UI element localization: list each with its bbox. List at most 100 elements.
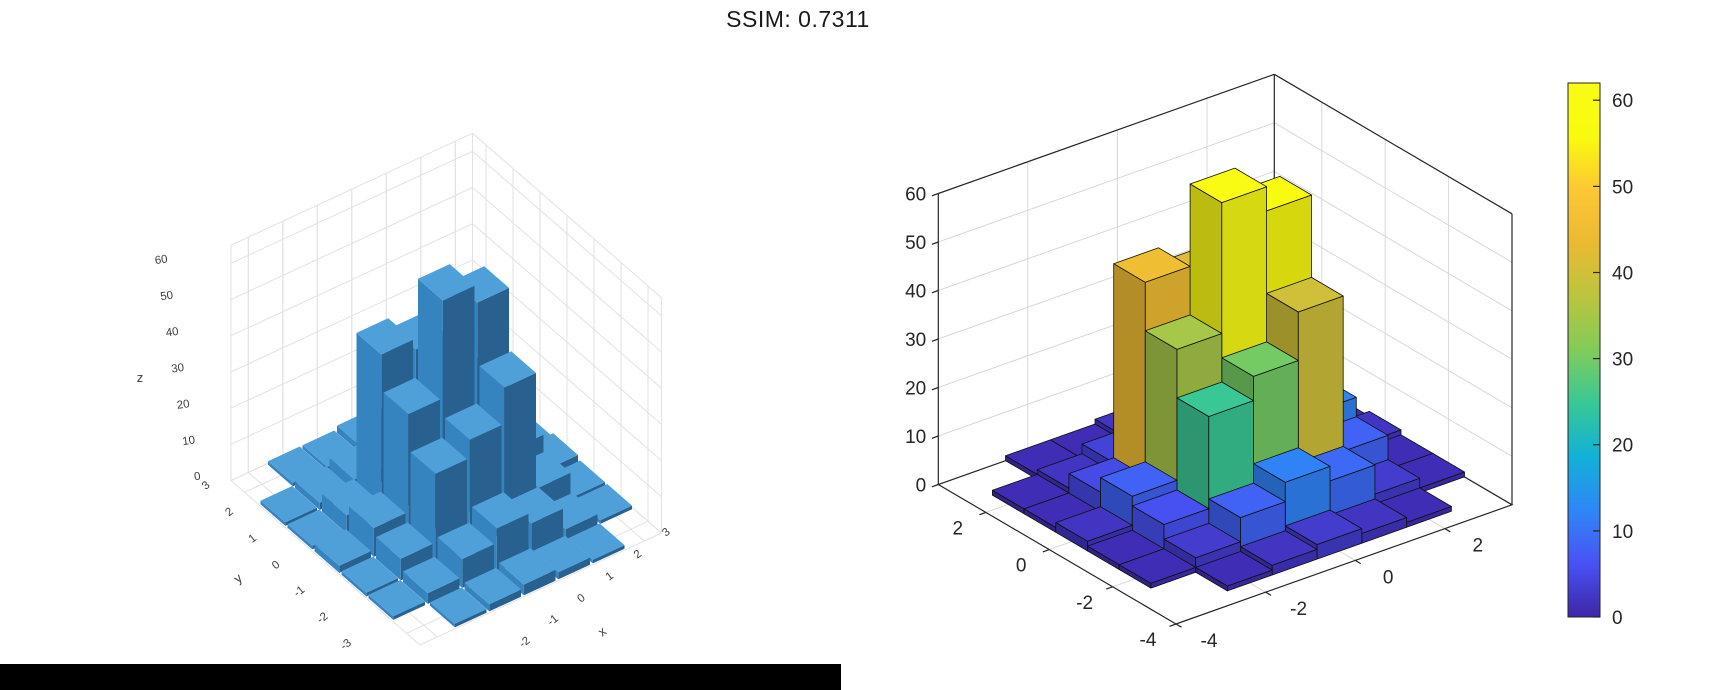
tick-label: 60: [1612, 91, 1633, 112]
bar-face: [268, 461, 293, 487]
bar-face: [506, 487, 563, 524]
bar-face: [1144, 314, 1223, 350]
tick-label: 2: [953, 518, 964, 539]
tick-label: 0: [1612, 608, 1623, 629]
bar-face: [403, 556, 460, 594]
bar-face: [349, 491, 406, 528]
left-bars: [260, 264, 632, 628]
bar-face: [565, 514, 598, 540]
tick-label: 20: [1612, 436, 1633, 457]
bar-face: [445, 403, 502, 440]
tick-label: 50: [1612, 177, 1633, 198]
bar-face: [1113, 247, 1191, 283]
bar-face: [427, 578, 460, 604]
bar-face: [464, 567, 521, 605]
bar-face: [1284, 509, 1363, 545]
bar-face: [1189, 167, 1267, 204]
bar-face: [268, 446, 325, 483]
bar-face: [1266, 276, 1344, 313]
bar-face: [376, 522, 433, 559]
bar-face: [452, 266, 509, 303]
colorbar-gradient: [1567, 82, 1601, 618]
bar-face: [260, 500, 286, 526]
bar-face: [573, 482, 605, 501]
tick-label: 30: [1612, 350, 1633, 371]
bar-face: [523, 569, 556, 596]
bar-face: [285, 507, 317, 526]
tick-label: 40: [1612, 263, 1633, 284]
bar-face: [454, 609, 487, 628]
bar-face: [418, 264, 475, 301]
bar-face: [479, 351, 536, 388]
figure-title: SSIM: 0.7311: [726, 6, 870, 32]
bar-face: [437, 537, 463, 588]
tick-label: 30: [171, 362, 185, 376]
bar-face: [322, 493, 347, 534]
tick-label: 60: [154, 253, 168, 267]
bar-face: [499, 548, 556, 585]
bar-face: [393, 601, 425, 620]
tick-label: 10: [182, 434, 196, 448]
tick-label: 0: [1383, 567, 1394, 588]
bar-face: [1240, 530, 1318, 566]
colorbar: 0 10 20 30 40 50 60: [1567, 82, 1633, 629]
bar-face: [356, 332, 382, 518]
bar-face: [568, 523, 625, 560]
bar-face: [376, 537, 401, 581]
tick-label: 0: [916, 476, 927, 497]
bar-face: [533, 535, 590, 573]
bar-face: [1163, 522, 1241, 559]
bar-face: [1253, 447, 1331, 483]
tick-label: 30: [905, 330, 926, 351]
bar-face: [1195, 551, 1273, 587]
bar-face: [383, 377, 440, 415]
tick-label: 10: [1612, 522, 1633, 543]
bar-face: [368, 580, 425, 617]
bar-face: [1131, 489, 1210, 525]
bar-face: [366, 578, 398, 597]
bar-face: [1100, 461, 1178, 497]
tick-label: 50: [905, 233, 926, 254]
tick-label: 2: [1473, 536, 1484, 557]
bar-face: [437, 522, 494, 559]
bar-face: [341, 571, 367, 597]
bar-face: [339, 551, 371, 573]
bar-face: [1221, 341, 1299, 377]
bar-face: [410, 437, 467, 474]
left-z-axis-title: z: [137, 370, 144, 385]
bar-face: [489, 589, 521, 612]
bar-face: [430, 602, 455, 628]
bar-face: [368, 594, 394, 620]
tick-label: 10: [905, 427, 926, 448]
bar-face: [464, 582, 490, 612]
bar-face: [341, 556, 398, 593]
bar-face: [287, 509, 344, 546]
bar-face: [287, 524, 313, 550]
tick-label: 60: [905, 185, 926, 206]
right-axis-labels: 0 10 20 30 40 50 60 -4 -2 0 2 -4 -2 0 2: [905, 185, 1483, 653]
bar-face: [1055, 506, 1133, 542]
bar-face: [558, 557, 590, 580]
bar-face: [430, 587, 487, 624]
tick-label: -4: [1201, 631, 1218, 652]
bar-face: [1118, 548, 1197, 584]
tick-label: 20: [176, 398, 190, 412]
bar-face: [314, 544, 340, 573]
bar-face: [1176, 381, 1254, 417]
bar-face: [356, 318, 413, 355]
tick-label: 40: [165, 326, 179, 340]
redaction-bar: [0, 664, 841, 690]
tick-label: 20: [905, 379, 926, 400]
tick-label: 50: [160, 290, 174, 304]
bar-face: [472, 492, 529, 529]
tick-label: -2: [1290, 599, 1307, 620]
tick-label: -2: [1076, 593, 1093, 614]
tick-label: 0: [1016, 556, 1027, 577]
right-bars: [992, 167, 1465, 592]
bar-face: [349, 506, 374, 557]
bar-face: [600, 505, 632, 524]
bar-face: [314, 529, 371, 566]
